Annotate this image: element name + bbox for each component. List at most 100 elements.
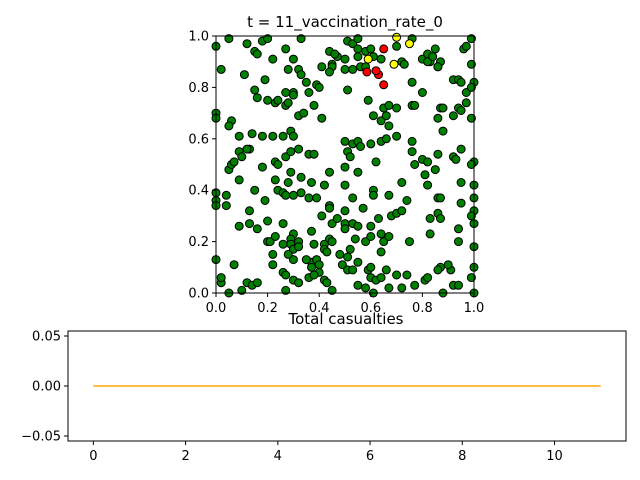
scatter-x-tick-label: 0.0 xyxy=(206,301,227,316)
scatter-point xyxy=(245,206,254,216)
scatter-point xyxy=(263,95,273,105)
scatter-point xyxy=(224,121,234,131)
scatter-point xyxy=(456,106,466,115)
scatter-point xyxy=(423,157,433,167)
scatter-point xyxy=(250,85,260,95)
scatter-point xyxy=(423,273,433,283)
scatter-point xyxy=(278,239,288,249)
scatter-point xyxy=(433,62,443,72)
scatter-point xyxy=(376,247,386,257)
scatter-point xyxy=(451,154,461,164)
scatter-point xyxy=(340,162,350,172)
scatter-point xyxy=(438,103,448,113)
scatter-point xyxy=(317,113,327,123)
scatter-point xyxy=(296,70,306,80)
scatter-point xyxy=(456,178,466,187)
scatter-point xyxy=(340,64,350,74)
scatter-point xyxy=(327,285,337,295)
scatter-point xyxy=(301,255,311,265)
scatter-point xyxy=(466,59,476,69)
scatter-point xyxy=(454,280,463,290)
scatter-point xyxy=(350,234,360,244)
scatter-point xyxy=(288,54,298,64)
scatter-point xyxy=(353,257,363,267)
scatter-point xyxy=(234,221,244,231)
scatter-point xyxy=(343,85,353,95)
scatter-point xyxy=(335,249,345,259)
scatter-point xyxy=(356,142,365,151)
scatter-point xyxy=(260,75,270,85)
scatter-point xyxy=(361,283,371,293)
scatter-point xyxy=(340,136,350,146)
scatter-point xyxy=(337,260,347,270)
scatter-point xyxy=(376,54,386,64)
scatter-point xyxy=(312,193,322,203)
scatter-point xyxy=(224,34,234,44)
scatter-y-tick-label: 0.0 xyxy=(188,287,209,302)
scatter-point xyxy=(353,221,363,231)
scatter-point xyxy=(363,54,373,64)
scatter-point xyxy=(407,147,417,157)
scatter-point xyxy=(332,214,342,223)
scatter-point xyxy=(410,160,420,169)
scatter-point xyxy=(392,103,402,113)
scatter-point xyxy=(407,77,417,87)
scatter-point xyxy=(384,121,394,131)
scatter-point xyxy=(368,111,378,121)
scatter-point xyxy=(340,54,350,64)
scatter-point xyxy=(330,49,340,59)
scatter-point xyxy=(392,41,402,51)
scatter-point xyxy=(245,219,254,229)
scatter-point xyxy=(322,247,332,257)
scatter-point xyxy=(252,93,262,103)
scatter-point xyxy=(309,149,319,159)
scatter-point xyxy=(263,216,273,226)
scatter-point xyxy=(281,190,291,200)
scatter-point xyxy=(325,67,334,77)
scatter-point xyxy=(221,190,231,200)
scatter-x-tick-label: 0.4 xyxy=(309,301,330,316)
scatter-point xyxy=(340,206,350,216)
scatter-point xyxy=(278,131,288,141)
scatter-point xyxy=(466,34,476,44)
scatter-point xyxy=(257,131,267,141)
casualties-y-tick-label: 0.05 xyxy=(32,330,61,345)
scatter-point xyxy=(263,34,273,44)
scatter-point xyxy=(242,39,252,49)
scatter-y-axis: 0.0 0.2 0.4 0.6 0.8 1.0 xyxy=(188,30,216,302)
scatter-point xyxy=(317,211,327,221)
scatter-point xyxy=(420,170,430,180)
scatter-point xyxy=(438,126,448,136)
scatter-point xyxy=(376,229,386,239)
scatter-point xyxy=(368,190,378,200)
scatter-point xyxy=(397,206,407,216)
scatter-point xyxy=(281,285,291,295)
casualties-x-tick-label: 6 xyxy=(366,449,374,464)
scatter-point xyxy=(466,273,476,283)
scatter-point xyxy=(425,229,435,239)
scatter-point xyxy=(270,232,280,241)
scatter-point xyxy=(268,260,278,270)
scatter-point xyxy=(410,100,420,110)
scatter-point xyxy=(299,108,309,118)
scatter-point xyxy=(353,34,363,44)
scatter-point xyxy=(384,190,394,200)
scatter-point xyxy=(270,175,280,185)
scatter-point xyxy=(366,232,376,241)
scatter-point xyxy=(237,285,247,295)
scatter-point xyxy=(237,152,247,162)
scatter-point xyxy=(376,273,386,283)
scatter-point xyxy=(250,185,260,195)
scatter-point xyxy=(392,32,402,42)
scatter-point xyxy=(436,214,445,223)
scatter-point xyxy=(229,260,239,270)
scatter-point xyxy=(288,90,298,100)
scatter-point xyxy=(379,44,389,54)
scatter-point xyxy=(247,129,257,139)
scatter-point xyxy=(392,131,402,141)
scatter-point xyxy=(345,152,355,162)
scatter-point xyxy=(466,160,476,169)
scatter-point xyxy=(392,270,402,280)
casualties-y-axis: −0.05 0.00 0.05 xyxy=(21,330,68,445)
scatter-point xyxy=(322,278,332,288)
